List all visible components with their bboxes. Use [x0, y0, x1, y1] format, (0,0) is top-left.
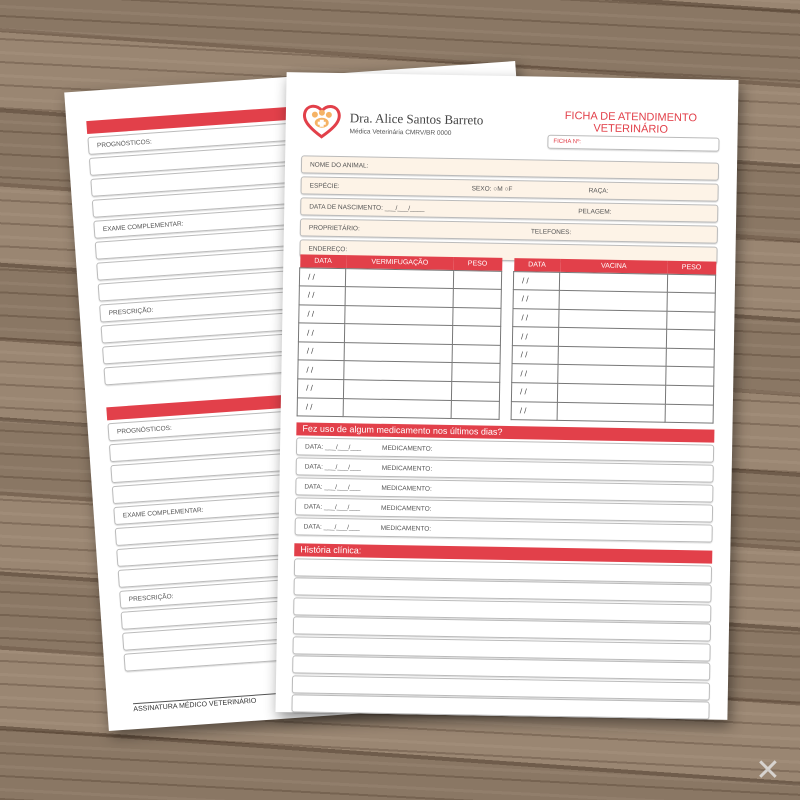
ficha-number-field[interactable]: FICHA Nº: — [547, 134, 720, 152]
sexo-label: SEXO: — [471, 185, 492, 193]
date-cell[interactable]: / / — [298, 341, 345, 362]
section-label: PRESCRIÇÃO: — [128, 593, 174, 604]
date-cell[interactable]: / / — [512, 308, 560, 328]
peso-cell[interactable] — [665, 348, 715, 368]
column-header: DATA — [513, 258, 561, 272]
med-date-label: DATA: ___/___/___ — [304, 463, 361, 472]
item-cell[interactable] — [344, 361, 452, 382]
date-cell[interactable]: / / — [511, 364, 559, 384]
sexo-group[interactable]: SEXO: ○M ○F — [472, 185, 513, 193]
peso-cell[interactable] — [666, 273, 716, 294]
peso-cell[interactable] — [666, 292, 716, 312]
peso-cell[interactable] — [450, 381, 500, 402]
x-logo-icon: ✕ — [755, 754, 781, 787]
item-cell[interactable] — [343, 379, 452, 401]
especie-label: ESPÉCIE: — [309, 182, 340, 191]
peso-cell[interactable] — [664, 403, 714, 424]
endereco-label: ENDEREÇO: — [308, 245, 348, 254]
table-row[interactable]: / / — [511, 401, 714, 424]
column-header: PESO — [667, 260, 716, 275]
proprietario-label: PROPRIETÁRIO: — [308, 224, 360, 233]
doctor-subtitle: Médica Veterinária CMRV/BR 0000 — [349, 128, 452, 137]
peso-cell[interactable] — [665, 329, 715, 349]
item-cell[interactable] — [558, 346, 666, 367]
date-cell[interactable]: / / — [299, 285, 346, 306]
item-cell[interactable] — [343, 398, 451, 419]
date-cell[interactable]: / / — [513, 271, 561, 291]
med-label: MEDICAMENTO: — [381, 484, 432, 493]
item-cell[interactable] — [345, 286, 453, 308]
date-cell[interactable]: / / — [298, 323, 346, 343]
item-cell[interactable] — [559, 271, 668, 293]
pelagem-label: PELAGEM: — [578, 208, 612, 216]
sexo-f-label: F — [508, 185, 513, 194]
logo — [301, 102, 342, 139]
med-date-label: DATA: ___/___/___ — [303, 523, 360, 532]
date-cell[interactable]: / / — [299, 267, 347, 287]
nascimento-label: DATA DE NASCIMENTO: ___/___/____ — [309, 203, 425, 213]
item-cell[interactable] — [557, 402, 665, 423]
item-cell[interactable] — [344, 342, 452, 363]
date-cell[interactable]: / / — [511, 382, 559, 403]
peso-cell[interactable] — [665, 366, 715, 387]
med-label: MEDICAMENTO: — [380, 504, 432, 513]
vacina-table: DATA VACINA PESO / / / / / / / / / / / / / / / / — [511, 258, 717, 424]
section-label: PROGNÓSTICOS: — [116, 424, 173, 436]
peso-cell[interactable] — [452, 270, 502, 290]
date-cell[interactable]: / / — [513, 289, 560, 310]
vermifugacao-table: DATA VERMIFUGAÇÃO PESO / / / / / / / / / / / / / … — [297, 254, 503, 420]
med-label: MEDICAMENTO: — [382, 444, 433, 453]
date-cell[interactable]: / / — [297, 397, 344, 417]
column-header: PESO — [453, 257, 502, 271]
peso-cell[interactable] — [451, 362, 501, 383]
peso-cell[interactable] — [452, 307, 502, 327]
med-date-label: DATA: ___/___/___ — [305, 443, 362, 452]
med-label: MEDICAMENTO: — [381, 464, 433, 473]
peso-cell[interactable] — [451, 325, 501, 346]
section-label: PROGNÓSTICOS: — [96, 138, 153, 150]
raca-label: RAÇA: — [588, 187, 609, 195]
date-cell[interactable]: / / — [297, 378, 345, 399]
date-cell[interactable]: / / — [298, 304, 346, 324]
peso-cell[interactable] — [664, 385, 714, 405]
med-date-label: DATA: ___/___/___ — [304, 483, 361, 492]
column-header: DATA — [299, 254, 347, 269]
front-page-ficha: Dra. Alice Santos Barreto Médica Veterin… — [275, 72, 739, 720]
item-cell[interactable] — [345, 268, 454, 289]
date-cell[interactable]: / / — [512, 326, 560, 347]
peso-cell[interactable] — [666, 310, 716, 331]
peso-cell[interactable] — [451, 344, 501, 364]
item-cell[interactable] — [557, 383, 666, 404]
item-cell[interactable] — [344, 323, 453, 345]
peso-cell[interactable] — [452, 288, 502, 309]
heart-paw-icon — [302, 104, 341, 139]
date-cell[interactable]: / / — [512, 345, 559, 365]
signature-line: ASSINATURA MÉDICO VETERINÁRIO — [132, 692, 284, 714]
item-cell[interactable] — [559, 309, 667, 330]
telefones-label: TELEFONES: — [530, 228, 572, 237]
section-label: EXAME COMPLEMENTAR: — [122, 506, 204, 520]
item-cell[interactable] — [559, 290, 667, 311]
date-cell[interactable]: / / — [511, 401, 558, 421]
section-label: PRESCRIÇÃO: — [108, 306, 154, 317]
doctor-name: Dra. Alice Santos Barreto — [349, 110, 484, 128]
section-label: EXAME COMPLEMENTAR: — [102, 220, 184, 234]
peso-cell[interactable] — [450, 400, 500, 420]
nome-label: NOME DO ANIMAL: — [309, 161, 369, 170]
item-cell[interactable] — [558, 327, 667, 349]
item-cell[interactable] — [345, 305, 453, 326]
table-row[interactable]: / / — [297, 397, 500, 420]
item-cell[interactable] — [558, 364, 666, 386]
sexo-m-label: M — [497, 185, 503, 193]
med-date-label: DATA: ___/___/___ — [303, 503, 361, 512]
med-label: MEDICAMENTO: — [380, 524, 432, 533]
date-cell[interactable]: / / — [297, 360, 345, 380]
